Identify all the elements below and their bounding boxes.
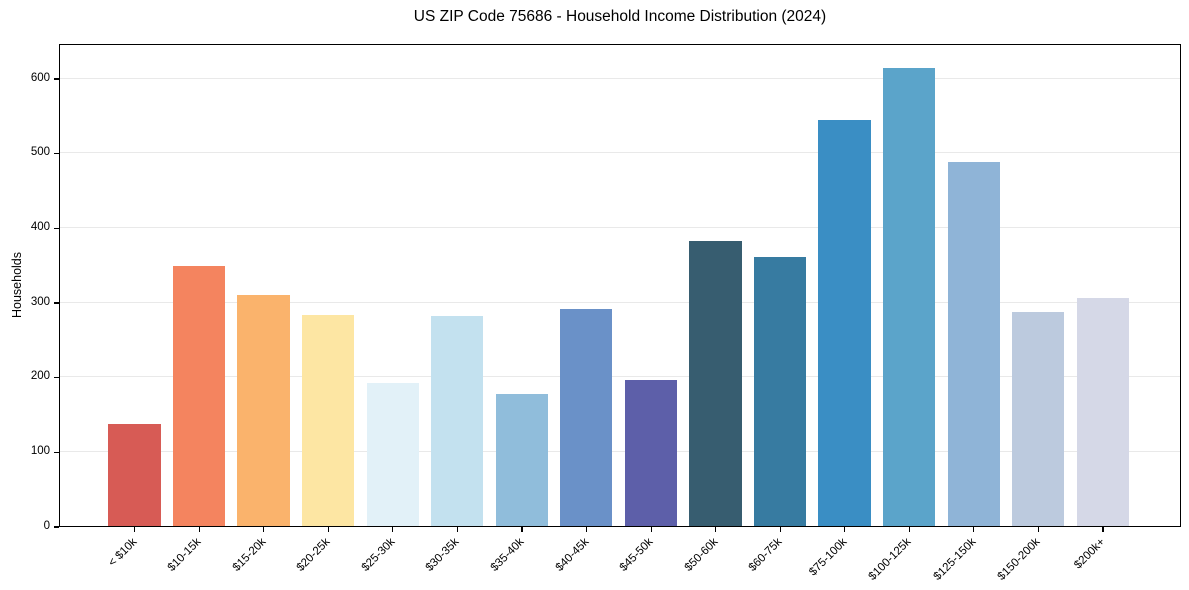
bar-50-60k <box>689 241 742 526</box>
x-tick-label: $40-45k <box>553 536 592 574</box>
y-tick-label-100: 100 <box>30 444 50 457</box>
x-tick-mark-0 <box>134 527 136 532</box>
bar-20-25k <box>302 315 355 526</box>
y-tick-mark-200 <box>54 377 59 379</box>
x-tick-label: $150-200k <box>995 536 1043 583</box>
x-tick-mark-12 <box>908 527 910 532</box>
x-tick-mark-3 <box>327 527 329 532</box>
x-tick-mark-5 <box>456 527 459 532</box>
y-tick-label-300: 300 <box>30 295 50 308</box>
y-tick-label-400: 400 <box>30 220 50 233</box>
y-tick-mark-600 <box>54 78 59 80</box>
x-tick-mark-10 <box>779 527 781 532</box>
bar-60-75k <box>753 257 807 526</box>
x-tick-label: $10-15k <box>165 536 204 574</box>
x-tick-label: $60-75k <box>746 536 785 574</box>
bar-10k <box>108 424 161 526</box>
y-axis-label: Households <box>10 251 24 319</box>
y-tick-label-0: 0 <box>43 519 50 532</box>
bar-100-125k <box>882 68 936 526</box>
x-tick-label: $125-150k <box>931 536 979 583</box>
x-tick-mark-6 <box>521 527 523 532</box>
y-tick-mark-100 <box>54 451 59 453</box>
gridline-y-400 <box>60 226 1180 228</box>
x-tick-mark-4 <box>392 527 394 532</box>
x-tick-mark-14 <box>1037 527 1039 532</box>
x-tick-label: $25-30k <box>359 536 398 574</box>
gridline-y-100 <box>60 450 1180 452</box>
bar-15-20k <box>237 295 290 526</box>
x-tick-mark-8 <box>650 527 652 532</box>
x-tick-label: $15-20k <box>230 536 269 574</box>
x-tick-label: $30-35k <box>424 536 462 574</box>
x-tick-label: $50-60k <box>682 536 721 574</box>
x-tick-label: $200k+ <box>1072 536 1108 572</box>
bar-10-15k <box>172 266 226 526</box>
x-tick-mark-9 <box>715 527 717 532</box>
y-tick-mark-300 <box>54 302 59 304</box>
y-tick-mark-400 <box>54 227 59 229</box>
bar-35-40k <box>495 394 548 526</box>
gridline-y-300 <box>60 301 1180 303</box>
chart-title: US ZIP Code 75686 - Household Income Dis… <box>413 8 827 25</box>
bar-75-100k <box>818 120 871 526</box>
x-tick-mark-7 <box>585 527 588 532</box>
bar-40-45k <box>560 309 613 526</box>
bar-25-30k <box>366 383 419 526</box>
x-tick-mark-13 <box>973 527 975 532</box>
x-tick-mark-11 <box>844 527 846 532</box>
x-tick-label: $100-125k <box>866 536 914 583</box>
x-tick-label: < $10k <box>106 536 140 570</box>
bar-150-200k <box>1012 312 1065 526</box>
bar-30-35k <box>431 316 484 526</box>
gridline-y-600 <box>60 77 1180 79</box>
plot-area <box>59 44 1181 527</box>
x-tick-label: $20-25k <box>294 536 333 574</box>
bar-200k <box>1076 298 1129 526</box>
x-tick-mark-2 <box>263 527 265 532</box>
x-tick-mark-15 <box>1102 527 1104 532</box>
y-tick-label-200: 200 <box>30 370 50 383</box>
bar-45-50k <box>624 380 678 526</box>
x-tick-label: $75-100k <box>806 536 850 579</box>
bar-125-150k <box>947 162 1000 526</box>
y-tick-mark-500 <box>54 153 59 155</box>
gridline-y-200 <box>60 376 1180 378</box>
x-tick-label: $45-50k <box>617 536 656 574</box>
y-tick-mark-0 <box>54 526 59 528</box>
gridline-y-500 <box>60 152 1180 154</box>
x-tick-mark-1 <box>198 527 200 532</box>
y-tick-label-600: 600 <box>30 71 50 84</box>
y-tick-label-500: 500 <box>30 146 50 159</box>
x-tick-label: $35-40k <box>488 536 527 574</box>
